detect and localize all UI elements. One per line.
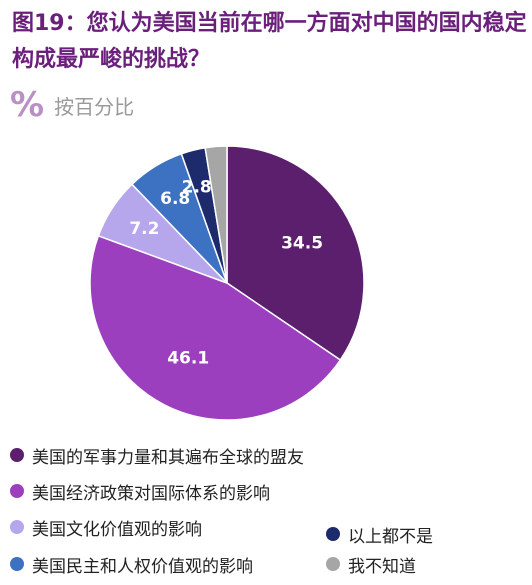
legend-swatch xyxy=(10,557,24,571)
pie-slice xyxy=(204,145,228,284)
pie-slice xyxy=(89,234,342,421)
slice-value-label: 34.5 xyxy=(281,233,323,253)
slice-value-label: 46.1 xyxy=(167,349,209,369)
legend-item: 美国民主和人权价值观的影响 xyxy=(10,551,253,577)
legend-item: 美国经济政策对国际体系的影响 xyxy=(10,478,270,504)
legend-item: 美国文化价值观的影响 xyxy=(10,514,202,540)
legend-item: 以上都不是 xyxy=(326,521,433,547)
slice-value-label: 7.2 xyxy=(129,219,159,239)
legend-swatch xyxy=(326,557,340,571)
legend-label: 我不知道 xyxy=(348,556,416,577)
legend-label: 美国的军事力量和其遍布全球的盟友 xyxy=(32,447,304,468)
pie-slice xyxy=(226,145,365,362)
legend-swatch xyxy=(10,520,24,534)
legend-item: 我不知道 xyxy=(326,551,416,577)
legend-label: 以上都不是 xyxy=(348,526,433,547)
unit-label: 按百分比 xyxy=(54,94,135,119)
legend-label: 美国文化价值观的影响 xyxy=(32,519,202,540)
unit-row: % 按百分比 xyxy=(10,85,135,125)
legend-item: 美国的军事力量和其遍布全球的盟友 xyxy=(10,442,304,468)
legend-swatch xyxy=(326,527,340,541)
slice-value-label: 6.8 xyxy=(160,189,190,209)
legend-swatch xyxy=(10,484,24,498)
chart-title: 图19：您认为美国当前在哪一方面对中国的国内稳定构成最严峻的挑战？ xyxy=(12,11,527,72)
legend-label: 美国民主和人权价值观的影响 xyxy=(32,556,253,577)
legend-swatch xyxy=(10,448,24,462)
legend-label: 美国经济政策对国际体系的影响 xyxy=(32,483,270,504)
percent-icon: % xyxy=(10,85,45,125)
